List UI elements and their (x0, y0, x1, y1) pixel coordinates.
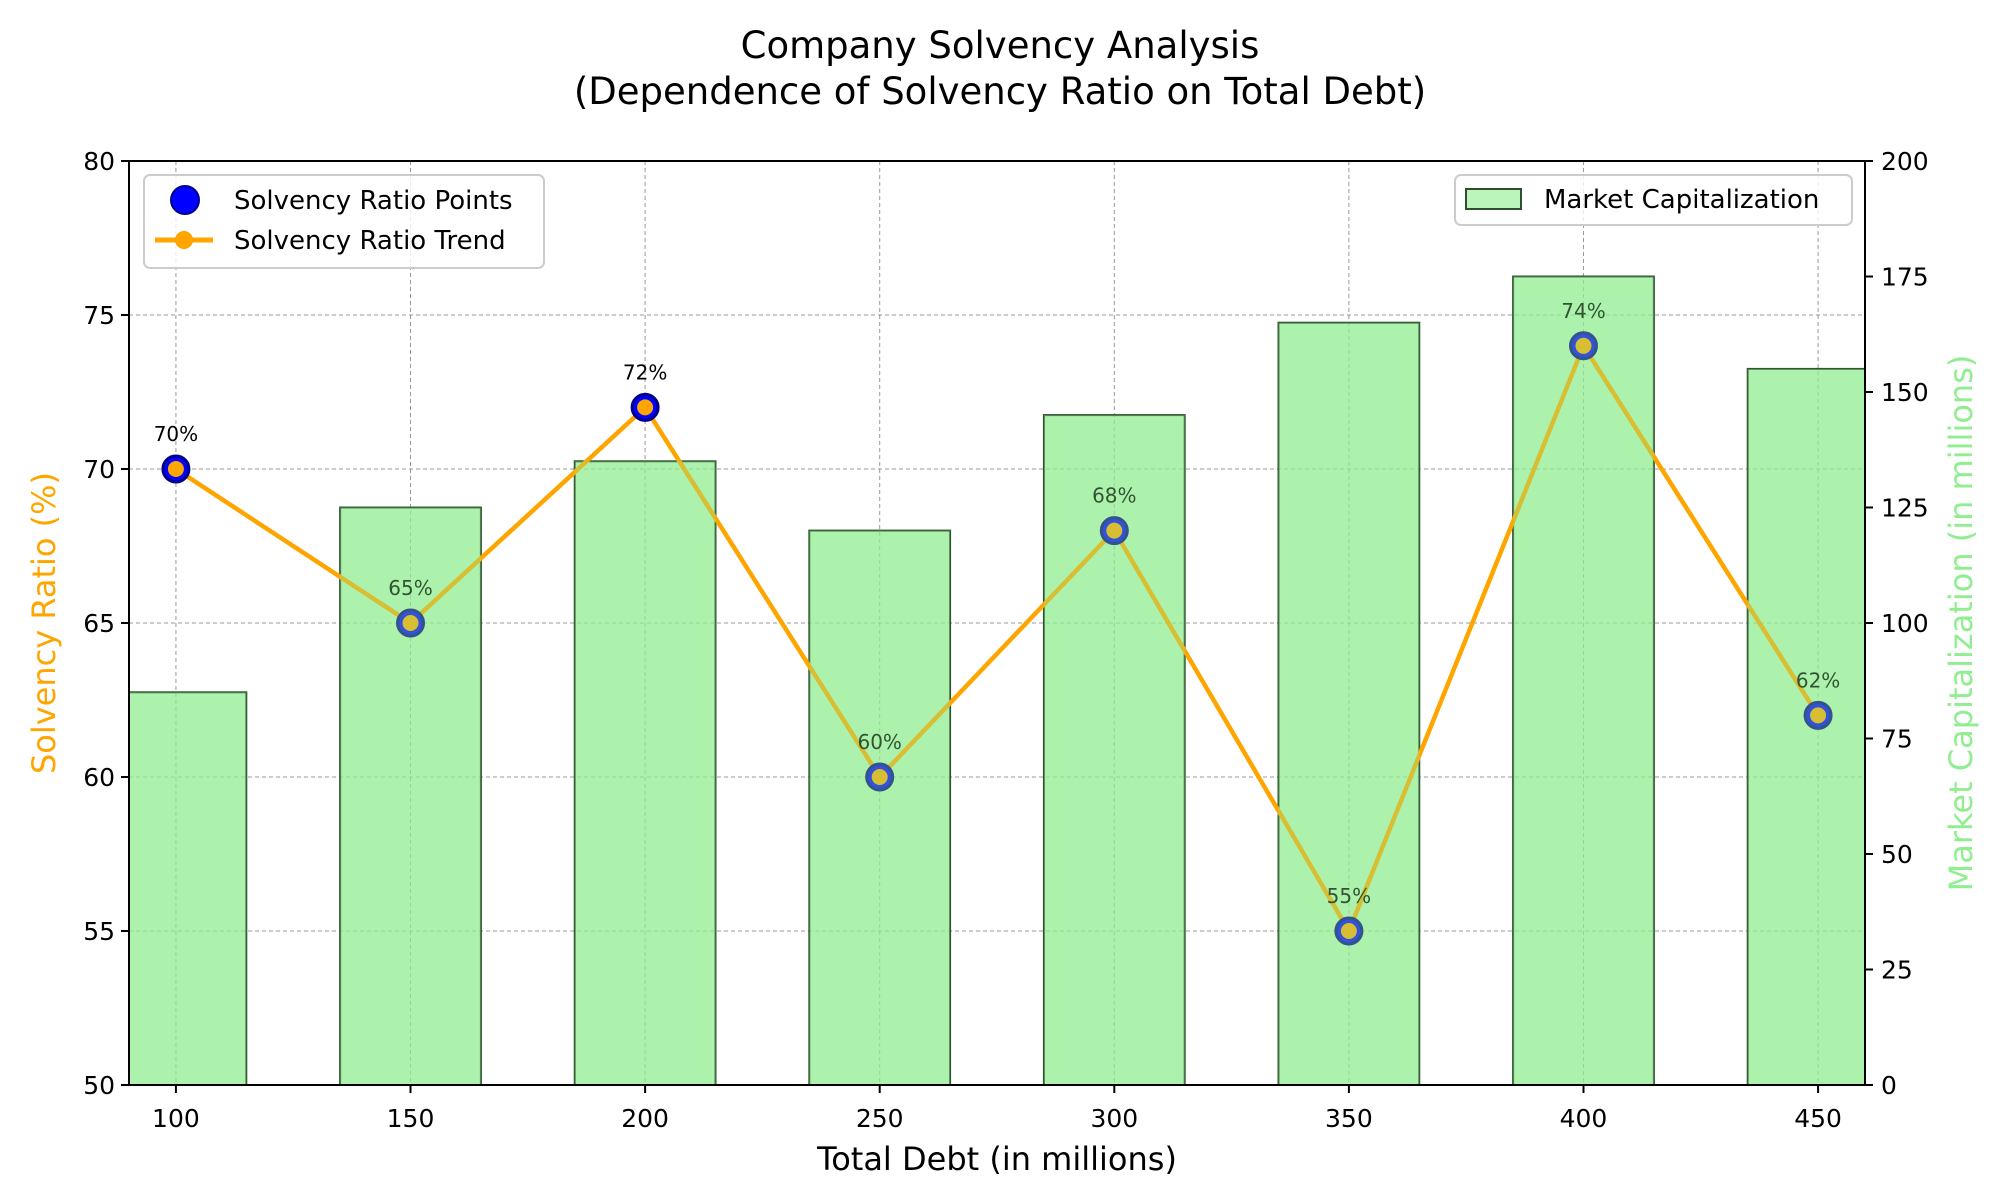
trend-line (174, 343, 1820, 934)
point-value-label: 72% (623, 360, 667, 384)
x-tick-label: 350 (1325, 1104, 1373, 1133)
legend-left: Solvency Ratio Points Solvency Ratio Tre… (143, 174, 545, 269)
bar-overlay (1747, 368, 1865, 1085)
right-tick-label: 50 (1881, 840, 1913, 869)
x-tick-label: 300 (1090, 1104, 1138, 1133)
x-tick-label: 100 (152, 1104, 200, 1133)
left-tick-label: 75 (83, 301, 115, 330)
point-value-label: 60% (857, 730, 901, 754)
right-tick-label: 100 (1881, 609, 1929, 638)
chart-title-line1: Company Solvency Analysis (741, 24, 1260, 67)
point-value-label: 68% (1092, 484, 1136, 508)
left-tick-label: 70 (83, 455, 115, 484)
trend-marker (402, 615, 419, 631)
legend-right-item-marketcap: Market Capitalization (1544, 185, 1819, 215)
bar-overlay (1043, 415, 1185, 1086)
legend-line-dot (175, 231, 193, 249)
x-tick-label: 400 (1560, 1104, 1608, 1133)
chart-title-line2: (Dependence of Solvency Ratio on Total D… (574, 70, 1426, 113)
legend-right-box (1454, 174, 1853, 226)
point-value-label: 74% (1561, 299, 1605, 323)
trend-marker (167, 461, 184, 477)
trend-marker (637, 399, 654, 416)
trend-marker (1810, 707, 1827, 724)
legend-bar-marker (1465, 188, 1522, 210)
right-axis-label: Market Capitalization (in millions) (1942, 355, 1980, 892)
points (161, 331, 1833, 946)
bar-market-cap (1277, 321, 1421, 1086)
x-tick-label: 150 (387, 1104, 435, 1133)
bar-market-cap (1512, 275, 1655, 1086)
bar-market-cap (808, 529, 952, 1086)
bar-market-cap (339, 506, 482, 1086)
left-tick-label: 60 (83, 763, 115, 792)
point-value-label: 55% (1327, 884, 1371, 908)
bar-overlay (1513, 276, 1654, 1085)
left-tick-label: 55 (83, 917, 115, 946)
trend-marker (1340, 923, 1357, 939)
point-value-label: 62% (1796, 668, 1840, 692)
right-tick-label: 150 (1881, 378, 1929, 407)
bar-overlay (340, 507, 481, 1085)
left-tick-label: 65 (83, 609, 115, 638)
bar-overlay (1278, 322, 1420, 1085)
left-tick-label: 80 (83, 147, 115, 176)
bar-overlay (809, 530, 951, 1085)
legend-left-item-points: Solvency Ratio Points (234, 186, 513, 216)
x-axis-label: Total Debt (in millions) (816, 1140, 1177, 1178)
trend-line-path (174, 343, 1820, 934)
right-tick-label: 125 (1881, 494, 1929, 523)
right-tick-label: 25 (1881, 956, 1913, 985)
trend-marker (1575, 337, 1592, 354)
right-tick-label: 200 (1881, 147, 1929, 176)
legend-left-box (143, 174, 545, 269)
right-tick-label: 75 (1881, 725, 1913, 754)
left-tick-label: 50 (83, 1071, 115, 1100)
bar-overlay (129, 692, 247, 1085)
x-axis-ticks: 100 150 200 250 300 350 400 450 (152, 1085, 1842, 1133)
x-tick-label: 200 (621, 1104, 669, 1133)
right-tick-label: 0 (1881, 1071, 1897, 1100)
legend-right: Market Capitalization (1454, 174, 1853, 226)
x-tick-label: 450 (1794, 1104, 1842, 1133)
right-axis-ticks: 0 25 50 75 100 125 150 175 200 (1865, 147, 1929, 1100)
bar-market-cap (1746, 367, 1867, 1086)
point-value-label: 70% (154, 422, 198, 446)
left-axis-ticks: 50 55 60 65 70 75 80 (83, 147, 129, 1100)
bar-market-cap (573, 460, 717, 1086)
right-tick-label: 175 (1881, 263, 1929, 292)
left-axis-label: Solvency Ratio (%) (25, 472, 63, 774)
bars (128, 275, 1867, 1087)
legend-point-marker (170, 185, 200, 215)
x-tick-label: 250 (856, 1104, 904, 1133)
bar-market-cap (128, 691, 248, 1086)
bar-overlay (574, 461, 716, 1085)
point-labels: 70% 65% 72% 60% 68% 55% 74% 62% (129, 276, 1865, 1086)
trend-marker (871, 769, 888, 785)
legend-left-item-trend: Solvency Ratio Trend (234, 226, 506, 256)
trend-marker (1106, 522, 1123, 539)
point-value-label: 65% (388, 576, 432, 600)
